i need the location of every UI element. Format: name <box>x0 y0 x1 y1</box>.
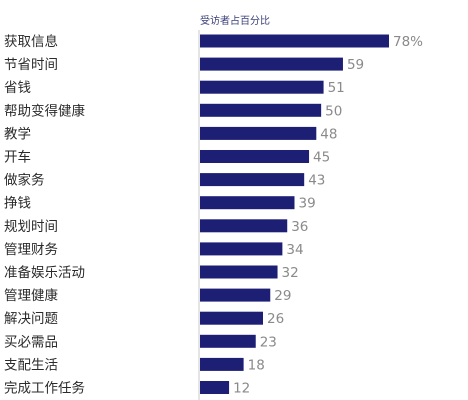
value-label: 26 <box>267 311 284 327</box>
bar <box>200 242 283 256</box>
chart-title: 受访者占百分比 <box>200 14 270 27</box>
value-label: 18 <box>248 357 265 373</box>
value-label: 23 <box>260 334 277 350</box>
bar <box>200 173 305 187</box>
bar <box>200 80 324 94</box>
bar <box>200 150 310 163</box>
bar <box>200 311 263 325</box>
value-label: 39 <box>299 196 316 212</box>
bar <box>200 265 278 279</box>
bar <box>200 381 230 394</box>
value-label: 51 <box>328 80 345 96</box>
value-label: 50 <box>325 103 342 119</box>
category-label: 省钱 <box>4 80 31 96</box>
category-label: 开车 <box>4 149 31 166</box>
category-label: 完成工作任务 <box>4 381 85 397</box>
category-label: 教学 <box>4 126 31 142</box>
value-label: 12 <box>233 381 250 397</box>
value-label: 45 <box>313 150 330 166</box>
category-label: 管理健康 <box>4 287 58 304</box>
category-label: 准备娱乐活动 <box>4 264 85 281</box>
category-label: 买必需品 <box>4 334 58 350</box>
category-label: 支配生活 <box>4 357 58 373</box>
value-label: 78% <box>393 34 423 50</box>
bar <box>200 219 288 233</box>
bar <box>200 288 271 302</box>
value-label: 36 <box>291 219 308 235</box>
category-label: 挣钱 <box>4 196 31 212</box>
value-label: 34 <box>286 242 303 258</box>
category-label: 节省时间 <box>4 57 58 73</box>
bar <box>200 34 389 48</box>
category-label: 帮助变得健康 <box>4 102 85 119</box>
value-label: 43 <box>308 173 325 189</box>
bar <box>200 357 244 371</box>
value-label: 59 <box>347 57 364 73</box>
bar <box>200 126 317 140</box>
category-label: 解决问题 <box>4 311 58 327</box>
value-label: 32 <box>282 265 299 281</box>
category-label: 获取信息 <box>4 33 58 50</box>
category-label: 规划时间 <box>4 219 58 235</box>
bar <box>200 196 295 210</box>
bars-group: 获取信息 78% 节省时间 59 省钱 51 帮助变得健康 50 教学 48 开车 45 做家务 43 挣钱… <box>4 33 423 397</box>
bar <box>200 334 256 348</box>
bar <box>200 103 322 117</box>
category-label: 管理财务 <box>4 242 58 258</box>
value-label: 29 <box>274 288 291 304</box>
bar <box>200 57 343 71</box>
category-label: 做家务 <box>4 172 45 189</box>
value-label: 48 <box>320 126 337 142</box>
